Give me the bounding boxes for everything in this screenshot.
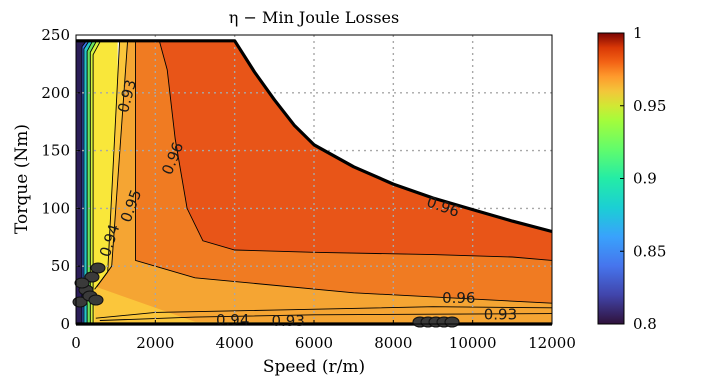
cluttered-label-4 <box>74 277 90 289</box>
envelope-line <box>76 39 553 234</box>
cluttered-label-2 <box>84 271 100 283</box>
plot-area <box>76 35 552 324</box>
contour-line-7 <box>89 40 97 324</box>
contour-line-0 <box>92 40 101 324</box>
contour-line-10 <box>81 40 87 324</box>
contour-line-9 <box>83 40 90 324</box>
contour-label-8: 0.93 <box>484 305 517 323</box>
colorbar-tick-label-1: 0.85 <box>633 242 666 260</box>
y-tick-label-1: 50 <box>51 257 70 275</box>
colorbar-tick-label-2: 0.9 <box>633 170 657 188</box>
x-tick-label-4: 8000 <box>374 334 412 352</box>
y-axis-label: Torque (Nm) <box>12 124 32 234</box>
cluttered-label-3 <box>90 262 106 274</box>
contour-label-7: 0.93 <box>272 312 305 330</box>
contour-line-8 <box>86 40 94 324</box>
x-tick-label-6: 12000 <box>528 334 576 352</box>
contour-line-6 <box>99 313 552 321</box>
y-tick-label-3: 150 <box>41 142 70 160</box>
y-tick-label-4: 200 <box>41 84 70 102</box>
contour-label-5: 0.96 <box>442 289 475 307</box>
contour-line-3 <box>135 40 552 304</box>
x-tick-label-5: 10000 <box>449 334 497 352</box>
contour-label-6: 0.94 <box>216 311 249 329</box>
y-tick-label-0: 0 <box>60 315 70 333</box>
colorbar-tick-label-0: 0.8 <box>633 315 657 333</box>
contour-line-4 <box>158 40 552 261</box>
y-tick-label-5: 250 <box>41 26 70 44</box>
x-axis-label: Speed (r/m) <box>263 357 365 377</box>
cluttered-label-6 <box>88 294 104 306</box>
x-tick-label-1: 2000 <box>136 334 174 352</box>
colorbar <box>597 32 625 325</box>
colorbar-tick-label-3: 0.95 <box>633 97 666 115</box>
contour-line-2 <box>96 40 129 288</box>
cluttered-label-11 <box>444 316 460 328</box>
x-tick-label-2: 4000 <box>216 334 254 352</box>
x-tick-label-0: 0 <box>71 334 81 352</box>
above-envelope <box>76 35 552 232</box>
y-tick-label-2: 100 <box>41 199 70 217</box>
colorbar-tick-label-4: 1 <box>633 24 643 42</box>
x-tick-label-3: 6000 <box>295 334 333 352</box>
contour-line-5 <box>95 306 552 319</box>
chart-title: η − Min Joule Losses <box>229 8 399 27</box>
